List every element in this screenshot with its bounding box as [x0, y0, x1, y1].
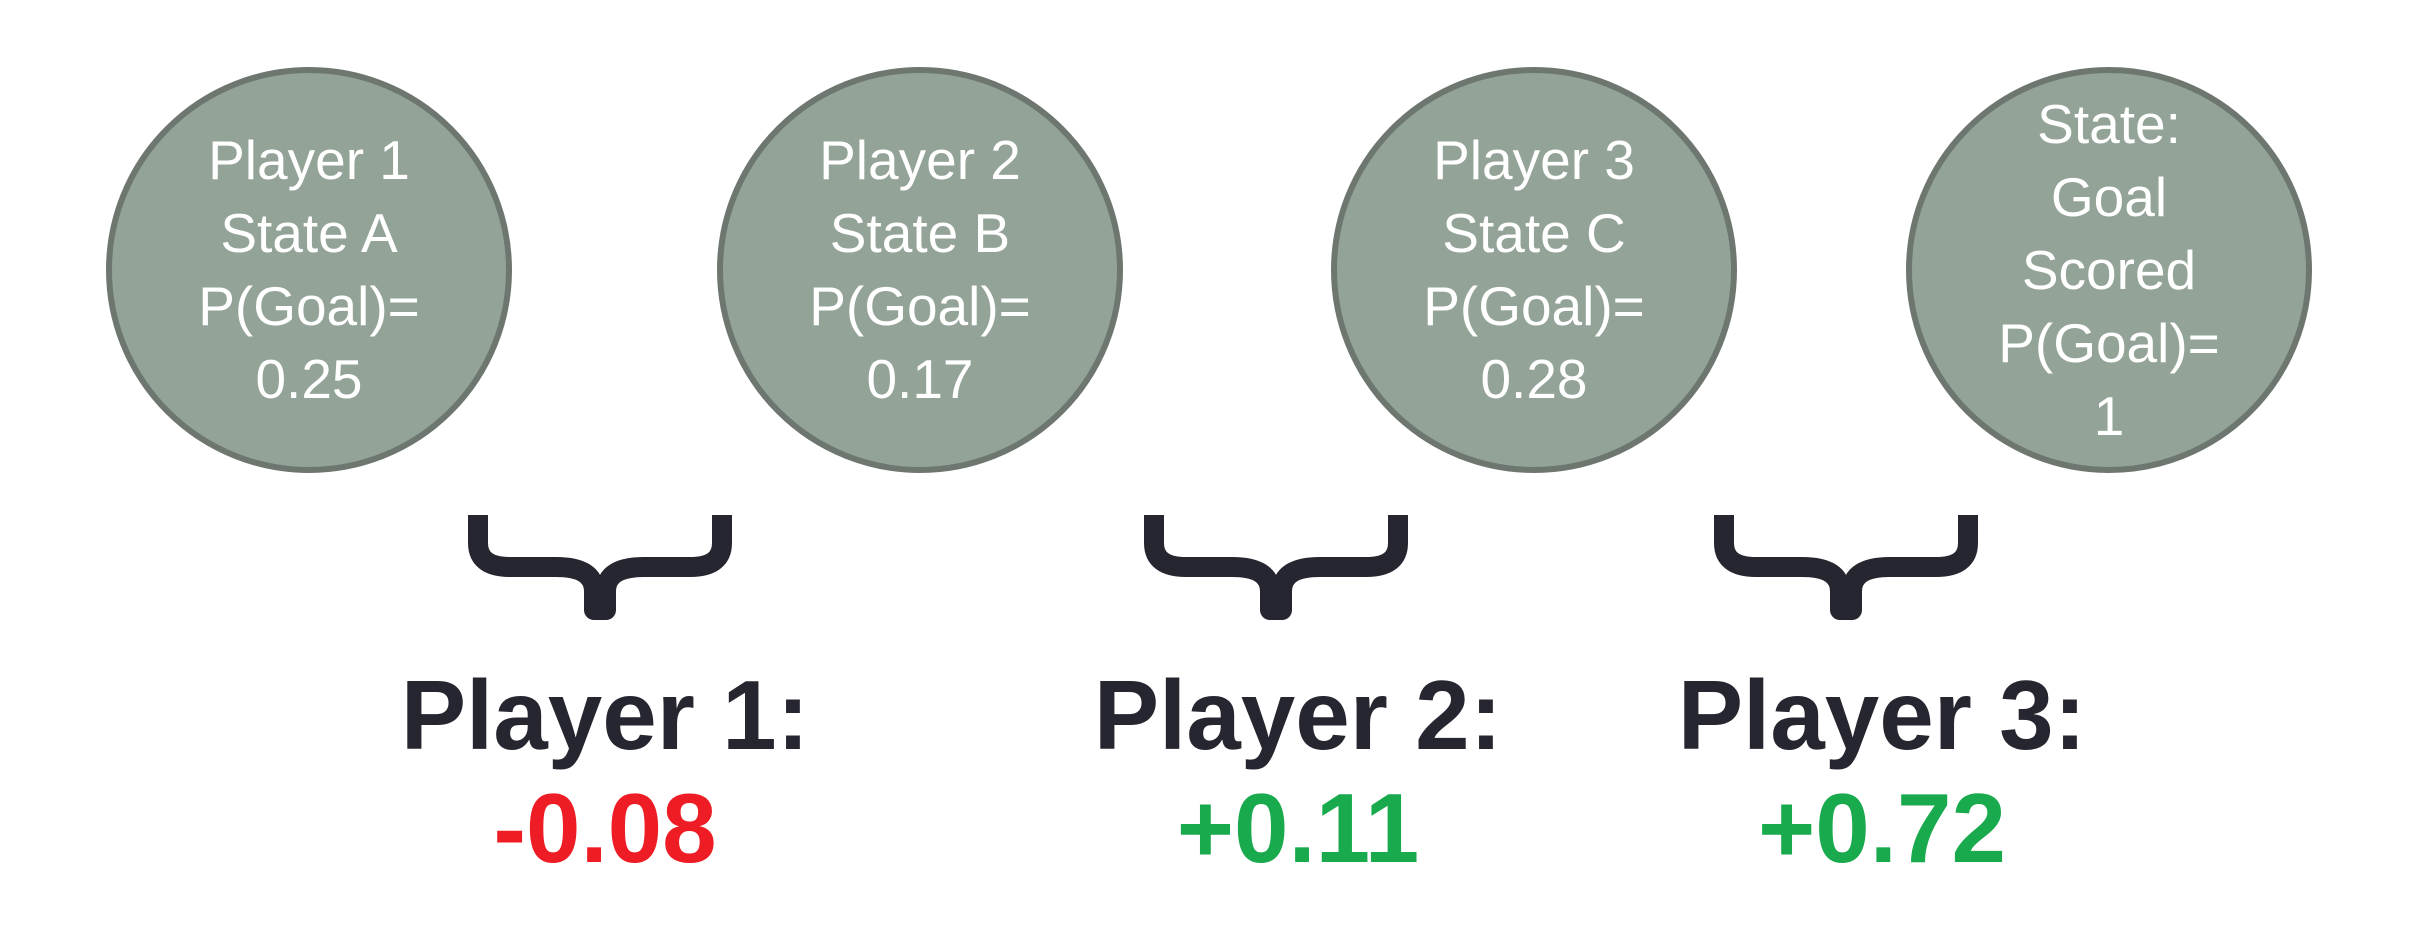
curly-brace-icon [1144, 515, 1408, 620]
state-circle-player-3: Player 3 State C P(Goal)= 0.28 [1331, 67, 1737, 473]
state-line: P(Goal)= [1423, 275, 1645, 337]
state-line: 0.28 [1480, 348, 1588, 410]
state-line: 0.25 [255, 348, 363, 410]
state-line: P(Goal)= [809, 275, 1031, 337]
player-1-value: -0.08 [493, 773, 717, 883]
state-line: Player 2 [819, 129, 1021, 191]
state-line: Scored [2021, 238, 2197, 301]
player-3-label: Player 3: [1677, 660, 2087, 770]
state-text: Player 2 State B P(Goal)= 0.17 [809, 124, 1031, 416]
state-text: Player 1 State A P(Goal)= 0.25 [198, 124, 420, 416]
state-line: P(Goal)= [198, 275, 420, 337]
state-circle-goal-scored: State: Goal Scored P(Goal)= 1 [1906, 67, 2312, 473]
curly-brace-icon [1714, 515, 1978, 620]
player-2-label: Player 2: [1093, 660, 1503, 770]
state-line: State A [220, 202, 398, 264]
state-circle-player-2: Player 2 State B P(Goal)= 0.17 [717, 67, 1123, 473]
state-line: State: [2037, 92, 2181, 155]
state-line: 1 [2093, 384, 2125, 447]
state-circle-player-1: Player 1 State A P(Goal)= 0.25 [106, 67, 512, 473]
player-2-value: +0.11 [1176, 773, 1420, 883]
state-line: Player 3 [1433, 129, 1635, 191]
state-line: P(Goal)= [1998, 311, 2220, 374]
player-3-value: +0.72 [1758, 773, 2006, 883]
player-1-label: Player 1: [400, 660, 810, 770]
state-line: 0.17 [866, 348, 974, 410]
state-line: Goal [2050, 165, 2168, 228]
state-line: State C [1442, 202, 1626, 264]
state-line: Player 1 [208, 129, 410, 191]
state-text: Player 3 State C P(Goal)= 0.28 [1423, 124, 1645, 416]
state-text: State: Goal Scored P(Goal)= 1 [1998, 88, 2220, 453]
state-line: State B [829, 202, 1011, 264]
curly-brace-icon [468, 515, 732, 620]
